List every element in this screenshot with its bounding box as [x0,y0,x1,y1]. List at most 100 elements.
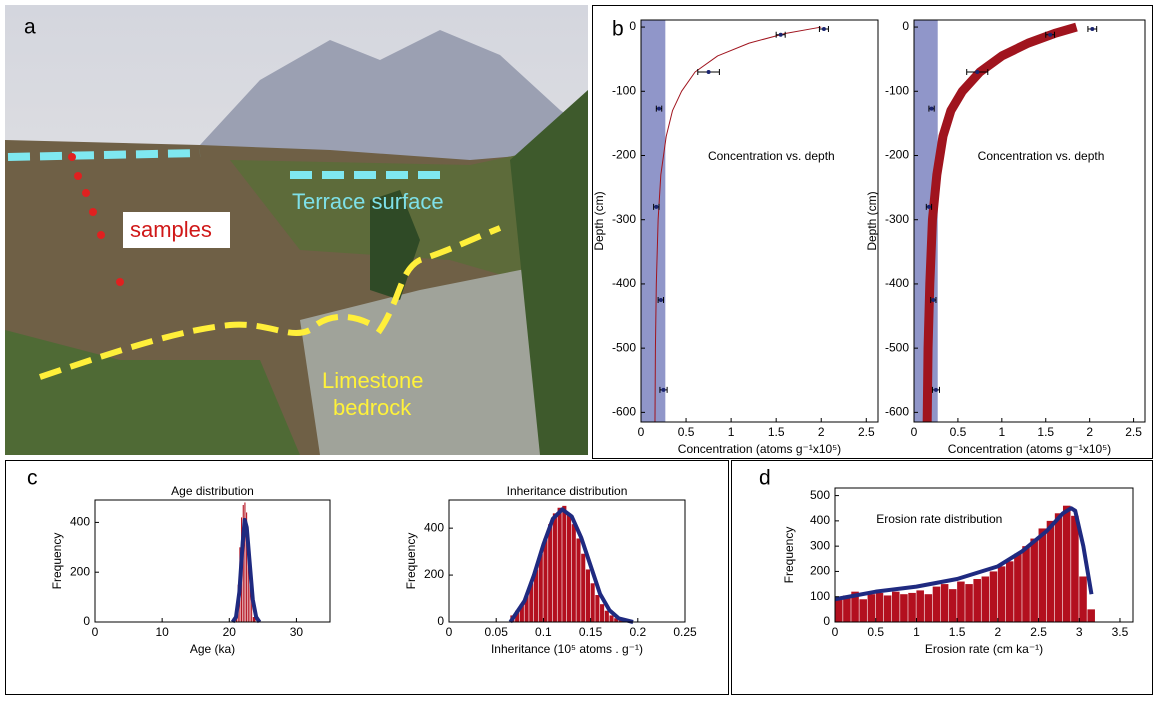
histogram-bar [876,593,884,622]
histogram-bar [908,593,916,622]
x-tick-label: 0.2 [629,625,646,639]
photo-label: Limestone [322,368,424,393]
x-tick-label: 10 [155,625,169,639]
y-tick-label: 300 [810,538,830,552]
histogram-bar [581,554,585,622]
axes-frame [95,500,330,622]
histogram-bar [1063,506,1071,622]
histogram-bar [965,584,973,622]
x-tick-label: 2.5 [1030,625,1047,639]
data-point [927,205,931,209]
y-tick-label: -500 [885,340,909,354]
band [641,20,665,422]
x-tick-label: 0.5 [867,625,884,639]
y-tick-label: -300 [612,212,636,226]
histogram-bar [884,595,892,622]
x-tick-label: 0 [832,625,839,639]
y-tick-label: -500 [612,340,636,354]
histogram-bar [1014,554,1022,622]
photo-label: bedrock [333,395,412,420]
y-tick-label: 400 [424,520,444,534]
histogram-bar [1006,561,1014,622]
photo-label: Terrace surface [292,189,444,214]
y-tick-label: 0 [823,614,830,628]
x-tick-label: 0.05 [485,625,509,639]
histogram-bar [998,566,1006,622]
x-tick-label: 2 [994,625,1001,639]
histogram-bar [591,583,595,622]
histogram-bar [553,513,557,622]
y-tick-label: -400 [612,276,636,290]
y-tick-label: 200 [424,567,444,581]
data-point [822,27,826,31]
x-tick-label: 0.15 [579,625,603,639]
panel-label: c [27,467,38,490]
data-point [707,70,711,74]
data-point [934,388,938,392]
x-tick-label: 0.5 [950,425,967,439]
x-tick-label: 30 [290,625,304,639]
y-axis-label: Frequency [404,533,418,590]
x-tick-label: 0.5 [678,425,695,439]
histogram-bar [892,592,900,622]
x-tick-label: 2.5 [1125,425,1142,439]
x-axis-label: Concentration (atoms g⁻¹x10⁵) [948,442,1111,456]
data-point [1090,27,1094,31]
chart-title: Age distribution [171,484,254,498]
y-tick-label: 0 [902,19,909,33]
y-axis-label: Frequency [50,533,64,590]
histogram-bar [1071,516,1079,622]
data-point [659,298,663,302]
y-tick-label: -600 [612,405,636,419]
data-point [930,107,934,111]
histogram-bar [562,506,566,622]
histogram-bar [949,589,957,622]
data-point [1048,33,1052,37]
photo-label: samples [130,217,212,242]
x-axis-label: Age (ka) [190,642,235,656]
histogram-bar [941,584,949,622]
chart-title: Erosion rate distribution [876,512,1002,526]
x-tick-label: 3 [1076,625,1083,639]
x-tick-label: 0 [911,425,918,439]
x-tick-label: 0.25 [673,625,697,639]
y-tick-label: 0 [629,19,636,33]
histogram-bar [586,569,590,622]
data-point [662,388,666,392]
histogram-bar [973,579,981,622]
histogram-bar [916,590,924,622]
y-tick-label: -100 [612,83,636,97]
x-tick-label: 1.5 [1037,425,1054,439]
histogram-bar [868,594,876,622]
x-tick-label: 1 [728,425,735,439]
photo: samples Terrace surface Limestone bedroc… [5,5,588,455]
x-axis-label: Inheritance (10⁵ atoms . g⁻¹) [491,642,643,656]
data-point [975,70,979,74]
annotation: Concentration vs. depth [708,149,835,163]
histogram-bar [576,538,580,622]
histogram-bar [595,595,599,622]
annotation: Concentration vs. depth [978,149,1105,163]
histogram-bar [1079,576,1087,622]
x-tick-label: 2 [1086,425,1093,439]
chart-title: Inheritance distribution [507,484,628,498]
x-tick-label: 1.5 [768,425,785,439]
x-tick-label: 2.5 [858,425,875,439]
y-tick-label: -400 [885,276,909,290]
histogram-bar [859,599,867,622]
y-axis-label: Depth (cm) [592,191,606,250]
y-axis-label: Frequency [782,527,796,584]
histogram-bar [605,611,609,622]
x-tick-label: 0 [92,625,99,639]
y-tick-label: -600 [885,405,909,419]
y-tick-label: -100 [885,83,909,97]
histogram-bar [990,571,998,622]
histogram-bar [1047,521,1055,622]
y-tick-label: -200 [885,148,909,162]
x-tick-label: 20 [223,625,237,639]
histogram-bar [543,538,547,622]
histogram-bar [609,615,613,622]
y-tick-label: 200 [810,564,830,578]
histogram-bar [558,508,562,622]
y-tick-label: 400 [810,513,830,527]
